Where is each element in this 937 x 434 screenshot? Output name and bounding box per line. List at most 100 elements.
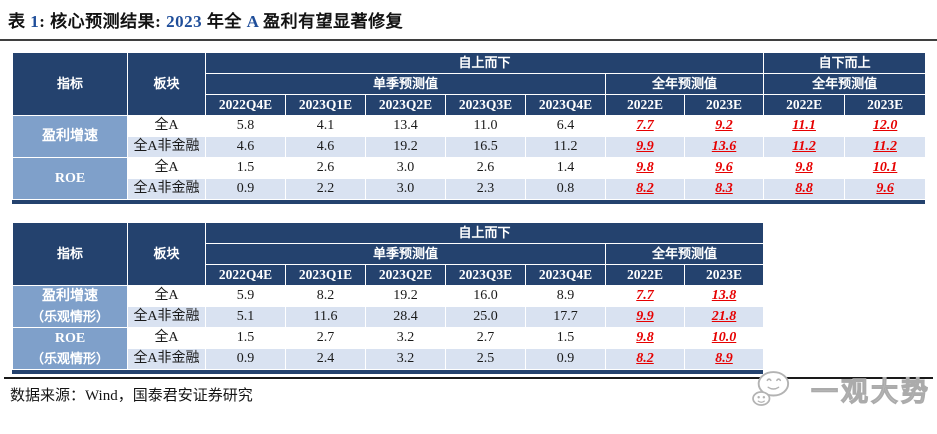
value-cell: 16.0	[445, 285, 526, 307]
annual-forecast-value: 7.7	[605, 115, 685, 137]
value-cell: 1.5	[525, 327, 606, 349]
year-header: 2022E	[605, 264, 685, 286]
value-cell: 0.9	[525, 348, 606, 370]
subheader-annual-forecast-topdown: 全年预测值	[604, 73, 765, 95]
table-bottom-border	[12, 200, 925, 204]
value-cell: 6.4	[525, 115, 606, 137]
year-header-topdown: 2023E	[683, 94, 765, 116]
subheader-quarterly-forecast: 单季预测值	[205, 73, 606, 95]
value-cell: 8.9	[525, 285, 606, 307]
value-cell: 8.2	[285, 285, 366, 307]
value-cell: 13.4	[365, 115, 446, 137]
value-cell: 4.1	[285, 115, 366, 137]
value-cell: 25.0	[445, 306, 526, 328]
title-segment: 表	[8, 12, 31, 31]
annual-forecast-value: 8.2	[605, 178, 685, 200]
sector-cell: 全A非金融	[127, 348, 206, 370]
value-cell: 1.5	[205, 327, 286, 349]
subheader-annual-forecast-bottomup: 全年预测值	[763, 73, 927, 95]
indicator-cell-roe: ROE	[12, 157, 128, 200]
bottomup-forecast-value: 11.2	[844, 136, 927, 158]
subheader-quarterly-forecast: 单季预测值	[205, 243, 606, 265]
bottomup-forecast-value: 9.8	[763, 157, 846, 179]
annual-forecast-value: 9.8	[605, 157, 685, 179]
value-cell: 17.7	[525, 306, 606, 328]
value-cell: 2.3	[445, 178, 526, 200]
indicator-line-2: （乐观情形）	[30, 308, 109, 324]
annual-forecast-value: 13.6	[683, 136, 765, 158]
value-cell: 2.2	[285, 178, 366, 200]
footer-divider	[4, 377, 933, 379]
annual-forecast-value: 8.2	[605, 348, 685, 370]
value-cell: 0.8	[525, 178, 606, 200]
year-header-bottomup: 2023E	[844, 94, 927, 116]
sector-cell: 全A	[127, 285, 206, 307]
annual-forecast-value: 10.0	[683, 327, 765, 349]
quarter-header: 2023Q2E	[365, 264, 446, 286]
title-segment: 2023	[166, 12, 203, 31]
year-header-bottomup: 2022E	[763, 94, 846, 116]
forecast-table-optimistic-grid: 指标 板块 自上而下 单季预测值 全年预测值 2022Q4E 2023Q1E 2…	[12, 222, 765, 370]
sector-cell: 全A	[127, 157, 206, 179]
wechat-icon	[752, 371, 790, 406]
section-header-topdown: 自上而下	[204, 52, 765, 74]
indicator-line-1: ROE	[54, 330, 86, 346]
annual-forecast-value: 13.8	[683, 285, 765, 307]
bottomup-forecast-value: 8.8	[763, 178, 846, 200]
annual-forecast-value: 21.8	[683, 306, 765, 328]
table-bottom-border	[12, 370, 763, 374]
annual-forecast-value: 7.7	[605, 285, 685, 307]
annual-forecast-value: 9.6	[683, 157, 765, 179]
title-segment: 1	[30, 12, 40, 31]
value-cell: 2.6	[285, 157, 366, 179]
title-divider	[0, 39, 937, 41]
sector-cell: 全A	[127, 327, 206, 349]
table-title: 表 1: 核心预测结果: 2023 年全 A 盈利有望显著修复	[8, 7, 403, 32]
value-cell: 5.9	[205, 285, 286, 307]
value-cell: 0.9	[205, 178, 286, 200]
data-source-note: 数据来源：Wind，国泰君安证券研究	[10, 388, 253, 404]
value-cell: 4.6	[285, 136, 366, 158]
quarter-header: 2023Q4E	[525, 264, 606, 286]
section-header-bottomup: 自下而上	[763, 52, 927, 74]
value-cell: 2.7	[285, 327, 366, 349]
quarter-header: 2023Q2E	[365, 94, 446, 116]
indicator-line-2: （乐观情形）	[30, 350, 109, 366]
sector-cell: 全A	[127, 115, 206, 137]
col-header-sector: 板块	[127, 222, 206, 286]
annual-forecast-value: 8.9	[683, 348, 765, 370]
col-header-sector: 板块	[127, 52, 206, 116]
quarter-header: 2023Q4E	[525, 94, 606, 116]
title-segment: A	[246, 12, 259, 31]
year-header-topdown: 2022E	[605, 94, 685, 116]
value-cell: 3.2	[365, 327, 446, 349]
indicator-line-1: 盈利增速	[42, 288, 98, 304]
value-cell: 5.8	[205, 115, 286, 137]
forecast-table-base-grid: 指标 板块 自上而下 自下而上 单季预测值 全年预测值 全年预测值 2022Q4…	[12, 52, 927, 200]
value-cell: 5.1	[205, 306, 286, 328]
quarter-header: 2022Q4E	[205, 264, 286, 286]
quarter-header: 2023Q3E	[445, 94, 526, 116]
bottomup-forecast-value: 12.0	[844, 115, 927, 137]
forecast-table-optimistic: 指标 板块 自上而下 单季预测值 全年预测值 2022Q4E 2023Q1E 2…	[12, 222, 765, 374]
quarter-header: 2023Q1E	[285, 94, 366, 116]
brand-watermark: 一观大势	[750, 368, 931, 410]
sector-cell: 全A非金融	[127, 136, 206, 158]
value-cell: 2.4	[285, 348, 366, 370]
value-cell: 28.4	[365, 306, 446, 328]
year-header: 2023E	[683, 264, 765, 286]
brand-watermark-text: 一观大势	[811, 376, 931, 407]
title-segment: 盈利有望显著修复	[258, 12, 404, 31]
value-cell: 2.6	[445, 157, 526, 179]
sector-cell: 全A非金融	[127, 306, 206, 328]
value-cell: 3.2	[365, 348, 446, 370]
value-cell: 3.0	[365, 157, 446, 179]
title-segment: : 核心预测结果:	[39, 12, 167, 31]
col-header-indicator: 指标	[12, 222, 128, 286]
value-cell: 11.2	[525, 136, 606, 158]
annual-forecast-value: 9.9	[605, 136, 685, 158]
indicator-cell-profit-growth-optimistic: 盈利增速 （乐观情形）	[12, 285, 128, 328]
value-cell: 4.6	[205, 136, 286, 158]
bottomup-forecast-value: 9.6	[844, 178, 927, 200]
title-segment: 年全	[202, 12, 247, 31]
